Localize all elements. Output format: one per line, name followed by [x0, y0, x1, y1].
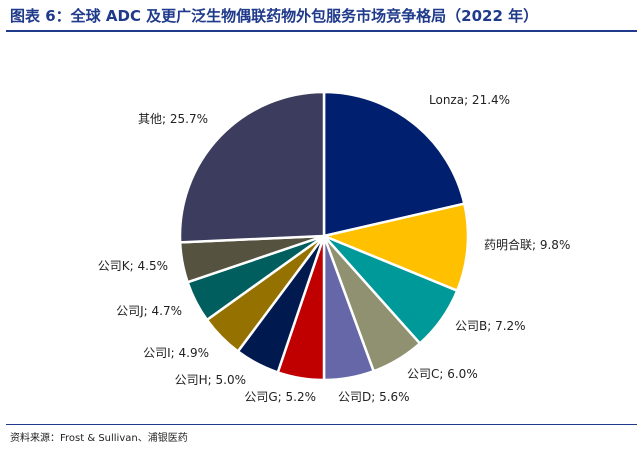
pie-label-6: 公司H; 5.0% — [175, 373, 246, 387]
figure-title: 图表 6：全球 ADC 及更广泛生物偶联药物外包服务市场竞争格局（2022 年） — [10, 7, 539, 25]
pie-label-10: 其他; 25.7% — [138, 112, 208, 126]
pie-slice-0 — [322, 90, 466, 238]
pie-label-9: 公司K; 4.5% — [98, 259, 168, 273]
pie-label-2: 公司B; 7.2% — [455, 319, 526, 333]
pie-slice-1 — [322, 202, 470, 292]
pie-label-8: 公司J; 4.7% — [116, 304, 182, 318]
pie-slice-10 — [178, 90, 326, 244]
pie-labels: Lonza; 21.4% 药明合联; 9.8% 公司B; 7.2% 公司C; 6.0%… — [98, 93, 571, 404]
pie-label-4: 公司D; 5.6% — [338, 390, 410, 404]
pie-label-7: 公司I; 4.9% — [143, 346, 209, 360]
pie-label-0: Lonza; 21.4% — [429, 93, 510, 107]
bottom-rule — [6, 424, 637, 425]
pie-label-5: 公司G; 5.2% — [244, 390, 316, 404]
pie-label-1: 药明合联; 9.8% — [484, 237, 570, 252]
source-note: 资料来源：Frost & Sullivan、浦银医药 — [10, 433, 188, 444]
pie-label-3: 公司C; 6.0% — [407, 367, 478, 381]
pie-slices — [178, 90, 470, 382]
title-rule — [6, 30, 637, 32]
